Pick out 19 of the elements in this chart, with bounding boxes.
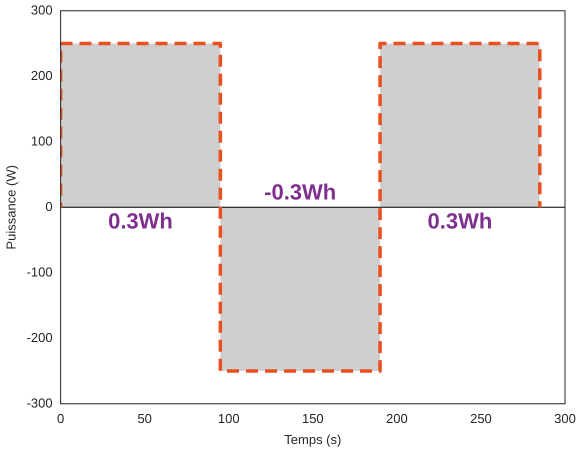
y-tick-label: -100 [26,264,53,280]
annotation: 0.3Wh [108,208,173,234]
y-tick-label: 300 [30,2,53,18]
x-tick-label: 0 [57,411,64,426]
annotation: -0.3Wh [264,179,336,204]
y-tick-label: 200 [30,68,53,83]
annotation: 0.3Wh [428,208,492,234]
x-axis-title: Temps (s) [284,432,342,447]
y-tick-label: 0 [45,198,53,214]
x-tick-label: 100 [218,411,240,426]
y-axis-title: Puissance (W) [3,165,18,250]
x-tick-label: 50 [137,411,152,426]
y-tick-label: -300 [26,395,53,410]
y-tick-label: 100 [30,133,53,148]
y-tick-label: -200 [26,330,53,345]
x-tick-label: 300 [554,411,576,426]
x-tick-label: 200 [386,411,408,426]
x-tick-label: 150 [302,411,324,426]
x-tick-label: 250 [470,411,492,426]
